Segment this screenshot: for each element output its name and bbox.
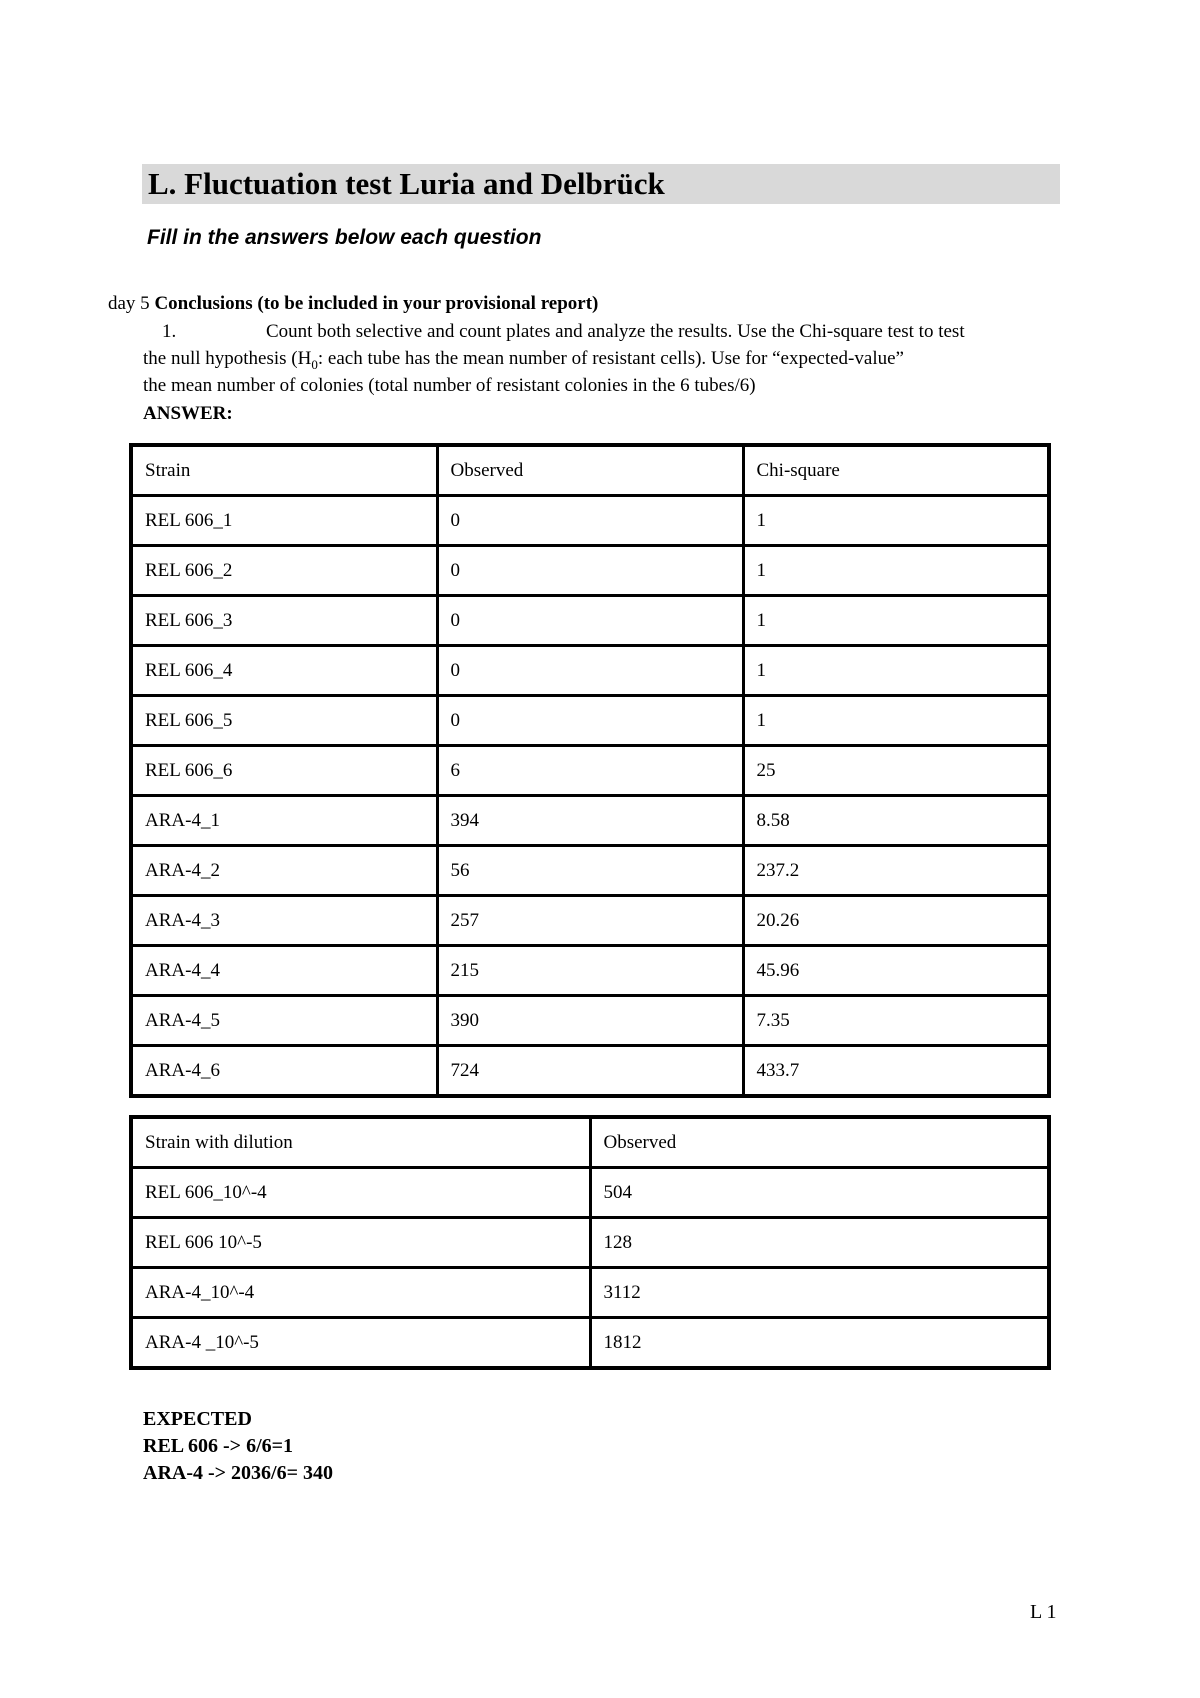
question-line-2: the null hypothesis (H0: each tube has t… — [143, 347, 904, 377]
dilution-counts-table: Strain with dilution Observed REL 606_10… — [129, 1115, 1051, 1370]
table-row: ARA-4_3 257 20.26 — [129, 894, 1051, 947]
header-observed: Observed — [588, 1115, 1051, 1169]
observed-cell: 394 — [435, 794, 745, 847]
observed-cell: 504 — [588, 1166, 1051, 1219]
strain-cell: ARA-4_6 — [129, 1044, 439, 1098]
chi-square-cell: 45.96 — [741, 944, 1051, 997]
table-row: REL 606_6 6 25 — [129, 744, 1051, 797]
chi-square-cell: 7.35 — [741, 994, 1051, 1047]
table-header-row: Strain Observed Chi-square — [129, 443, 1051, 497]
strain-cell: REL 606_5 — [129, 694, 439, 747]
strain-dilution-cell: ARA-4 _10^-5 — [129, 1316, 592, 1370]
header-strain: Strain — [129, 443, 439, 497]
observed-cell: 1812 — [588, 1316, 1051, 1370]
question-item-number: 1. — [162, 321, 177, 342]
table-row: REL 606_3 0 1 — [129, 594, 1051, 647]
chi-square-results-table: Strain Observed Chi-square REL 606_1 0 1… — [129, 443, 1051, 1098]
chi-square-cell: 8.58 — [741, 794, 1051, 847]
table-row: REL 606_1 0 1 — [129, 494, 1051, 547]
observed-cell: 56 — [435, 844, 745, 897]
observed-cell: 3112 — [588, 1266, 1051, 1319]
day-heading-line: day 5 Conclusions (to be included in you… — [108, 292, 598, 316]
chi-square-cell: 1 — [741, 544, 1051, 597]
answer-label: ANSWER: — [143, 403, 233, 424]
chi-square-cell: 20.26 — [741, 894, 1051, 947]
strain-cell: ARA-4_2 — [129, 844, 439, 897]
chi-square-cell: 1 — [741, 644, 1051, 697]
table-row: REL 606 10^-5 128 — [129, 1216, 1051, 1269]
observed-cell: 215 — [435, 944, 745, 997]
observed-cell: 0 — [435, 644, 745, 697]
strain-dilution-cell: REL 606_10^-4 — [129, 1166, 592, 1219]
section-title-bar: L. Fluctuation test Luria and Delbrück — [142, 164, 1060, 204]
question-line-2-post: : each tube has the mean number of resis… — [317, 348, 904, 369]
table-row: REL 606_2 0 1 — [129, 544, 1051, 597]
question-line-1: Count both selective and count plates an… — [266, 321, 965, 342]
observed-cell: 6 — [435, 744, 745, 797]
observed-cell: 257 — [435, 894, 745, 947]
header-chi-square: Chi-square — [741, 443, 1051, 497]
day-label: day 5 — [108, 293, 155, 314]
observed-cell: 128 — [588, 1216, 1051, 1269]
strain-cell: ARA-4_3 — [129, 894, 439, 947]
expected-rel606-line: REL 606 -> 6/6=1 — [143, 1435, 294, 1457]
strain-dilution-cell: ARA-4_10^-4 — [129, 1266, 592, 1319]
table-row: ARA-4_4 215 45.96 — [129, 944, 1051, 997]
observed-cell: 390 — [435, 994, 745, 1047]
chi-square-cell: 1 — [741, 694, 1051, 747]
table-row: ARA-4_10^-4 3112 — [129, 1266, 1051, 1319]
table-row: REL 606_4 0 1 — [129, 644, 1051, 697]
instruction-subtitle: Fill in the answers below each question — [147, 226, 542, 249]
strain-cell: ARA-4_4 — [129, 944, 439, 997]
table-header-row: Strain with dilution Observed — [129, 1115, 1051, 1169]
observed-cell: 0 — [435, 494, 745, 547]
observed-cell: 0 — [435, 594, 745, 647]
strain-cell: REL 606_4 — [129, 644, 439, 697]
page-number: L 1 — [1030, 1601, 1057, 1623]
table-row: ARA-4_6 724 433.7 — [129, 1044, 1051, 1098]
chi-square-cell: 433.7 — [741, 1044, 1051, 1098]
strain-cell: REL 606_3 — [129, 594, 439, 647]
strain-dilution-cell: REL 606 10^-5 — [129, 1216, 592, 1269]
question-line-3: the mean number of colonies (total numbe… — [143, 375, 756, 396]
table-row: ARA-4_1 394 8.58 — [129, 794, 1051, 847]
table-row: REL 606_5 0 1 — [129, 694, 1051, 747]
question-line-2-pre: the null hypothesis (H — [143, 348, 312, 369]
chi-square-cell: 1 — [741, 494, 1051, 547]
observed-cell: 0 — [435, 544, 745, 597]
chi-square-cell: 25 — [741, 744, 1051, 797]
h0-subscript: 0 — [311, 356, 318, 372]
strain-cell: ARA-4_1 — [129, 794, 439, 847]
header-observed: Observed — [435, 443, 745, 497]
strain-cell: ARA-4_5 — [129, 994, 439, 1047]
chi-square-cell: 1 — [741, 594, 1051, 647]
section-title: L. Fluctuation test Luria and Delbrück — [148, 166, 665, 201]
table-row: ARA-4_5 390 7.35 — [129, 994, 1051, 1047]
observed-cell: 724 — [435, 1044, 745, 1098]
header-strain-dilution: Strain with dilution — [129, 1115, 592, 1169]
table-row: REL 606_10^-4 504 — [129, 1166, 1051, 1219]
strain-cell: REL 606_2 — [129, 544, 439, 597]
observed-cell: 0 — [435, 694, 745, 747]
day-heading-bold: Conclusions (to be included in your prov… — [154, 293, 599, 314]
expected-heading: EXPECTED — [143, 1408, 252, 1430]
strain-cell: REL 606_1 — [129, 494, 439, 547]
strain-cell: REL 606_6 — [129, 744, 439, 797]
table-row: ARA-4 _10^-5 1812 — [129, 1316, 1051, 1370]
table-row: ARA-4_2 56 237.2 — [129, 844, 1051, 897]
expected-ara4-line: ARA-4 -> 2036/6= 340 — [143, 1462, 333, 1484]
chi-square-cell: 237.2 — [741, 844, 1051, 897]
